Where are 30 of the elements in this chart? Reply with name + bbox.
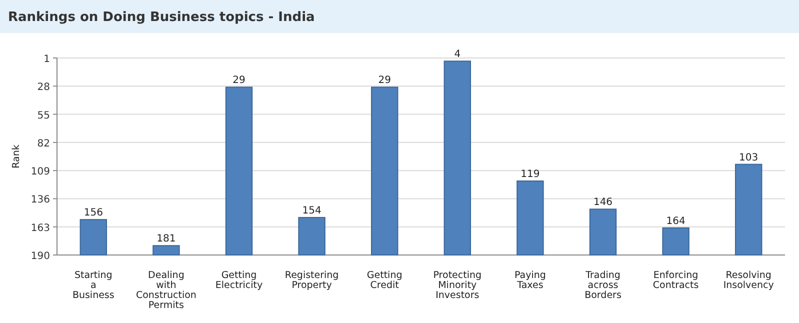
x-tick-label: Getting Electricity [215, 270, 263, 291]
x-tick-label: Enforcing Contracts [652, 270, 699, 291]
y-tick-label: 82 [37, 138, 50, 150]
x-tick-label: Registering Property [284, 270, 339, 291]
x-tick-label: Trading across Borders [584, 270, 622, 301]
x-tick-label: Resolving Insolvency [723, 270, 774, 291]
data-label: 4 [454, 49, 461, 60]
data-label: 181 [156, 234, 176, 245]
data-label: 164 [666, 216, 686, 227]
data-label: 103 [739, 152, 758, 164]
y-tick-label: 55 [37, 110, 50, 122]
x-tick-label: Protecting Minority Investors [433, 270, 482, 301]
data-label: 154 [302, 205, 322, 216]
y-axis-title: Rank [11, 144, 22, 168]
x-tick-label: Getting Credit [366, 270, 402, 291]
data-label: 119 [520, 168, 540, 180]
x-tick-label: Paying Taxes [514, 270, 546, 291]
y-tick-label: 136 [30, 194, 50, 206]
data-label: 29 [232, 75, 246, 86]
y-tick-label: 1 [44, 54, 50, 65]
y-tick-label: 163 [30, 222, 50, 234]
chart-title: Rankings on Doing Business topics - India [8, 10, 315, 25]
x-tick-label: Starting a Business [72, 270, 114, 301]
y-tick-label: 28 [37, 82, 50, 94]
data-label: 29 [378, 75, 391, 86]
y-tick-label: 190 [30, 251, 50, 262]
data-label: 146 [593, 197, 613, 208]
x-tick-label: Dealing with Construction Permits [136, 270, 196, 311]
y-tick-label: 109 [30, 166, 50, 178]
data-label: 156 [84, 208, 103, 219]
